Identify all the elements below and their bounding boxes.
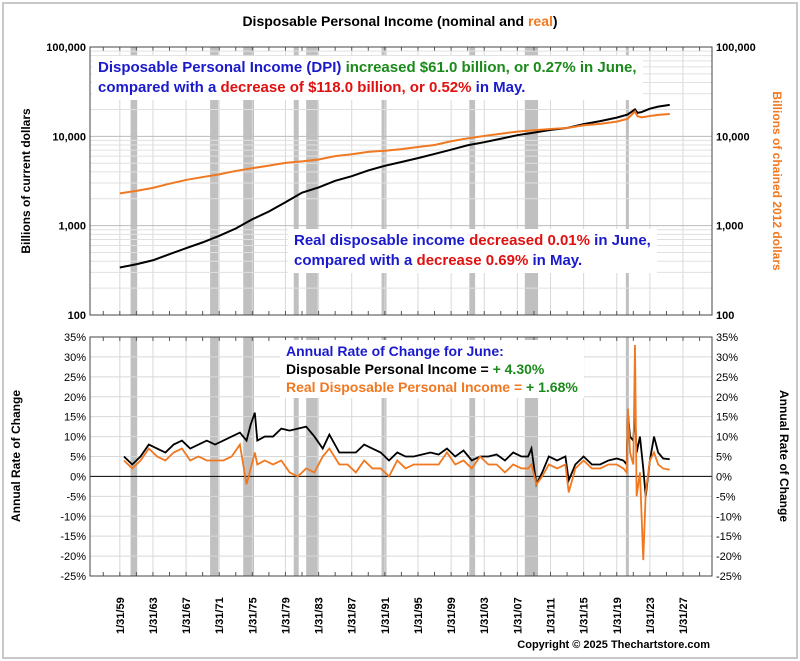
y-tick-label-right: 0% — [716, 471, 732, 483]
x-tick-label: 1/31/71 — [214, 597, 226, 634]
y-tick-label-right: 100,000 — [716, 42, 756, 54]
y-tick-label-right: 10% — [716, 432, 738, 444]
x-tick-label: 1/31/75 — [247, 597, 259, 634]
recession-band — [293, 47, 299, 315]
bottom-left-axis-label: Annual Rate of Change — [9, 390, 23, 522]
plot-border — [89, 46, 713, 316]
y-tick-label-left: 1,000 — [58, 221, 86, 233]
annotation-text: Disposable Personal Income = — [286, 361, 493, 377]
annotation-text: compared with a — [98, 79, 217, 96]
bottom-right-axis-label: Annual Rate of Change — [777, 390, 791, 522]
y-tick-label-right: 30% — [716, 352, 738, 364]
recession-band — [243, 47, 254, 315]
y-tick-label-right: 1,000 — [716, 221, 744, 233]
annotation-text: decrease 0.69% — [416, 252, 529, 269]
x-tick-label: 1/31/79 — [280, 597, 292, 634]
y-tick-label-left: 100 — [68, 310, 86, 322]
y-tick-label-left: 0% — [70, 471, 86, 483]
x-tick-label: 1/31/99 — [446, 597, 458, 634]
x-tick-label: 1/31/67 — [181, 597, 193, 634]
y-tick-label-left: -15% — [60, 531, 86, 543]
annotation-text: decreased 0.01% — [469, 232, 590, 249]
y-tick-label-right: -20% — [716, 551, 742, 563]
annotation-text: Real Disposable Personal Income = — [286, 379, 527, 395]
real-dpi-line — [119, 109, 670, 195]
y-tick-label-left: 10,000 — [52, 131, 86, 143]
copyright: Copyright © 2025 Thechartstore.com — [517, 639, 710, 651]
y-tick-label-right: 100 — [716, 310, 734, 322]
title-suffix: (nominal and — [437, 13, 528, 29]
y-tick-label-right: 35% — [716, 332, 738, 344]
y-tick-label-right: 25% — [716, 372, 738, 384]
x-tick-label: 1/31/63 — [148, 597, 160, 634]
x-tick-label: 1/31/91 — [380, 597, 392, 634]
x-tick-label: 1/31/19 — [612, 597, 624, 634]
x-tick-label: 1/31/15 — [579, 597, 591, 634]
recession-band — [306, 47, 318, 315]
y-tick-label-left: -10% — [60, 511, 86, 523]
y-tick-label-left: -25% — [60, 571, 86, 583]
y-tick-label-right: 10,000 — [716, 131, 750, 143]
annotation-value: + 1.68% — [526, 379, 578, 395]
annotation-text: in June, — [594, 232, 651, 249]
y-tick-label-right: 20% — [716, 392, 738, 404]
y-tick-label-left: 30% — [64, 352, 86, 364]
x-tick-label: 1/31/83 — [314, 597, 326, 634]
y-tick-label-left: 35% — [64, 332, 86, 344]
y-tick-label-right: -5% — [716, 491, 736, 503]
top-left-axis-label: Billions of current dollars — [19, 108, 33, 254]
chart-title: Disposable Personal Income (nominal and … — [242, 13, 557, 29]
annotation-text: in May. — [532, 252, 583, 269]
x-tick-label: 1/31/23 — [645, 597, 657, 634]
plot-border — [89, 336, 713, 577]
nominal-dpi-line — [119, 103, 670, 269]
real-annotation: Real disposable income decreased 0.01% i… — [288, 229, 657, 273]
y-tick-label-right: 5% — [716, 452, 732, 464]
y-tick-label-right: 15% — [716, 412, 738, 424]
y-tick-label-left: 15% — [64, 412, 86, 424]
dpi-annotation: Disposable Personal Income (DPI) increas… — [92, 56, 643, 100]
x-tick-label: 1/31/95 — [413, 597, 425, 634]
title-close: ) — [553, 13, 558, 29]
y-tick-label-left: -20% — [60, 551, 86, 563]
title-main: Disposable Personal Income — [242, 13, 433, 29]
x-tick-label: 1/31/87 — [347, 597, 359, 634]
annotation-text: increased $61.0 billion, or 0.27% in Jun… — [345, 59, 637, 76]
annotation-text: compared with a — [294, 252, 413, 269]
y-tick-label-left: 100,000 — [46, 42, 86, 54]
y-tick-label-left: -5% — [66, 491, 86, 503]
recession-band — [210, 47, 219, 315]
annotation-text: Disposable Personal Income (DPI) — [98, 59, 342, 76]
y-tick-label-left: 10% — [64, 432, 86, 444]
rate-annotation: Annual Rate of Change for June: Disposab… — [280, 340, 584, 398]
x-tick-label: 1/31/59 — [115, 597, 127, 634]
y-tick-label-left: 20% — [64, 392, 86, 404]
y-tick-label-right: -15% — [716, 531, 742, 543]
recession-band — [130, 47, 138, 315]
annotation-text: decrease of $118.0 billion, or 0.52% — [220, 79, 472, 96]
recession-band — [381, 47, 387, 315]
top-right-axis-label: Billions of chained 2012 dollars — [770, 91, 784, 271]
x-tick-label: 1/31/27 — [678, 597, 690, 634]
x-tick-label: 1/31/07 — [512, 597, 524, 634]
y-tick-label-right: -10% — [716, 511, 742, 523]
annotation-value: + 4.30% — [492, 361, 545, 377]
annotation-title: Annual Rate of Change for June: — [286, 343, 504, 359]
y-tick-label-left: 5% — [70, 452, 86, 464]
y-tick-label-left: 25% — [64, 372, 86, 384]
y-tick-label-right: -25% — [716, 571, 742, 583]
annotation-text: in May. — [475, 79, 526, 96]
x-tick-label: 1/31/11 — [545, 598, 557, 634]
real-rate-line — [123, 344, 670, 561]
recession-band — [625, 47, 629, 315]
x-tick-label: 1/31/03 — [479, 597, 491, 634]
title-real: real — [528, 13, 553, 29]
recession-band — [469, 47, 476, 315]
annotation-text: Real disposable income — [294, 232, 465, 249]
